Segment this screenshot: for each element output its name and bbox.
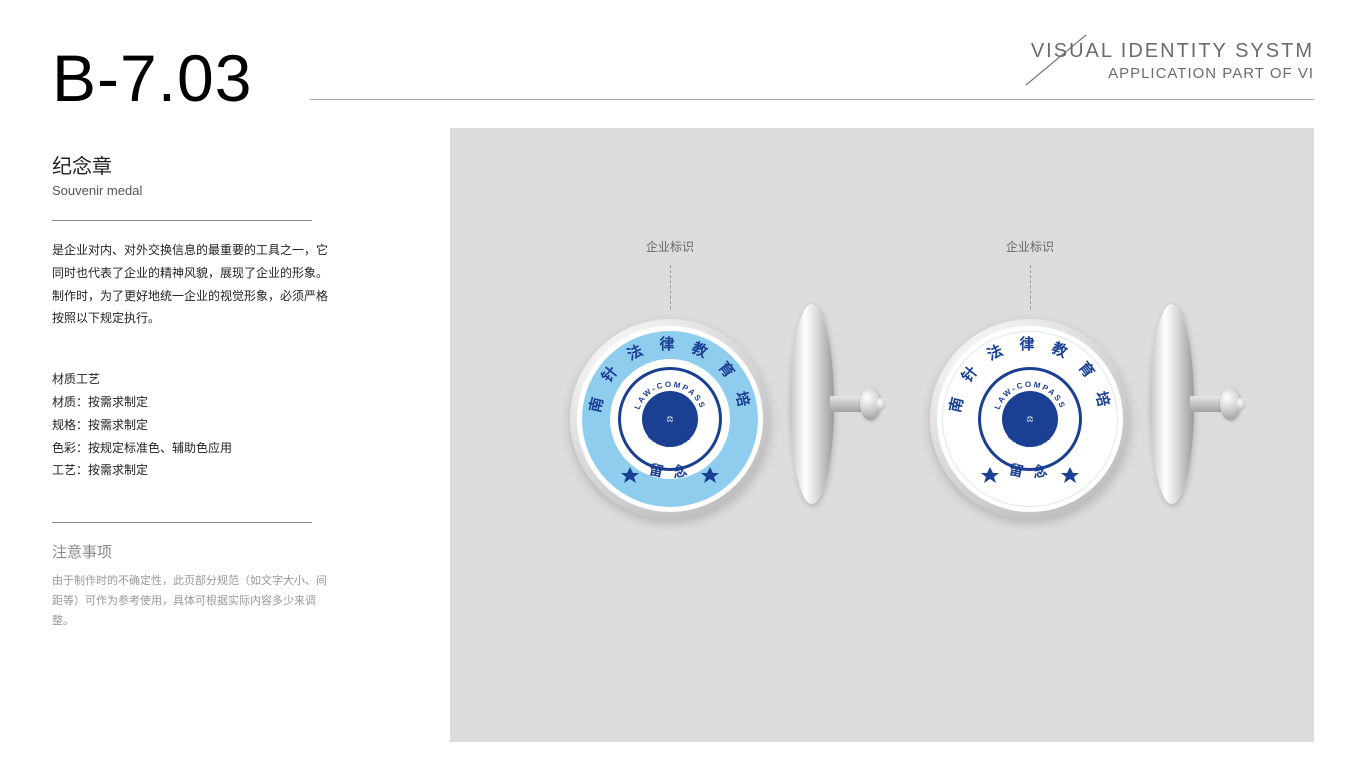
- medal-group-left: 企业标识 ⚖ 指 南 针 法 律 教 育 培 训 留 念: [570, 238, 770, 519]
- arc-text-inner: LAW-COMPASS 法律指南针: [930, 319, 1130, 519]
- header-title-en: VISUAL IDENTITY SYSTM: [1031, 40, 1314, 63]
- specs-heading: 材质工艺: [52, 368, 332, 391]
- notes-body: 由于制作时的不确定性，此页部分规范（如文字大小、间距等）可作为参考使用，具体可根…: [52, 572, 332, 631]
- spec-size: 规格：按需求制定: [52, 414, 332, 437]
- spec-color: 色彩：按规定标准色、辅助色应用: [52, 437, 332, 460]
- item-description: 是企业对内、对外交换信息的最重要的工具之一，它同时也代表了企业的精神风貌，展现了…: [52, 239, 332, 330]
- spec-process: 工艺：按需求制定: [52, 459, 332, 482]
- arc-text-inner: LAW-COMPASS 法律指南针: [570, 319, 770, 519]
- vi-spec-page: B-7.03 VISUAL IDENTITY SYSTM APPLICATION…: [0, 0, 1366, 768]
- annotation-label: 企业标识: [570, 238, 770, 255]
- leader-line: [670, 265, 671, 309]
- medal-front: ⚖ 指 南 针 法 律 教 育 培 训 留 念: [570, 319, 770, 519]
- item-title-en: Souvenir medal: [52, 183, 332, 198]
- notes-title: 注意事项: [52, 541, 332, 562]
- specs-block: 材质工艺 材质：按需求制定 规格：按需求制定 色彩：按规定标准色、辅助色应用 工…: [52, 368, 332, 482]
- item-title-cn: 纪念章: [52, 150, 332, 179]
- svg-text:LAW-COMPASS: LAW-COMPASS: [633, 380, 708, 411]
- annotation-label: 企业标识: [930, 238, 1130, 255]
- divider: [52, 220, 312, 221]
- medal-side-right: [1150, 304, 1240, 504]
- svg-text:法律指南针: 法律指南针: [646, 430, 694, 448]
- sidebar: 纪念章 Souvenir medal 是企业对内、对外交换信息的最重要的工具之一…: [52, 150, 332, 632]
- mockup-canvas: 企业标识 ⚖ 指 南 针 法 律 教 育 培 训 留 念: [450, 128, 1314, 742]
- header-rule: [310, 99, 1314, 100]
- medal-front: ⚖ 指 南 针 法 律 教 育 培 训 留 念: [930, 319, 1130, 519]
- medal-side-left: [790, 304, 880, 504]
- leader-line: [1030, 265, 1031, 309]
- page-code: B-7.03: [52, 40, 252, 116]
- svg-text:法律指南针: 法律指南针: [1006, 430, 1054, 448]
- svg-text:LAW-COMPASS: LAW-COMPASS: [993, 380, 1068, 411]
- spec-material: 材质：按需求制定: [52, 391, 332, 414]
- header-right: VISUAL IDENTITY SYSTM APPLICATION PART O…: [1031, 40, 1314, 82]
- medal-group-right: 企业标识 ⚖ 指 南 针 法 律 教 育 培 训 留 念: [930, 238, 1130, 519]
- header-subtitle-en: APPLICATION PART OF VI: [1031, 65, 1314, 82]
- divider: [52, 522, 312, 523]
